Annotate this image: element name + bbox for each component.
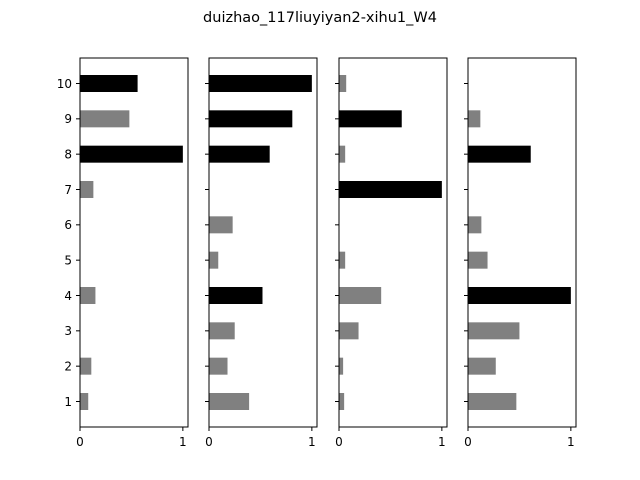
- bar: [209, 75, 312, 92]
- bar: [468, 145, 531, 163]
- bar: [339, 75, 347, 92]
- bar: [468, 357, 496, 375]
- bar: [209, 322, 235, 340]
- y-tick-label: 10: [57, 77, 72, 91]
- panel-frame: [338, 57, 448, 428]
- bar: [339, 110, 402, 128]
- bar: [468, 251, 488, 269]
- bar: [80, 181, 94, 198]
- bar: [468, 110, 481, 128]
- y-tick-label: 6: [64, 218, 72, 232]
- x-tick-label: 0: [464, 435, 472, 449]
- y-tick-label: 1: [64, 395, 72, 409]
- x-tick-label: 0: [205, 435, 213, 449]
- x-tick-label: 1: [179, 435, 187, 449]
- bar: [468, 287, 571, 304]
- bar: [339, 357, 344, 375]
- bar: [339, 322, 359, 340]
- chart-title: duizhao_117liuyiyan2-xihu1_W4: [203, 10, 437, 26]
- bar: [339, 287, 382, 304]
- bar: [80, 110, 130, 128]
- panel-frame: [208, 57, 318, 428]
- bar: [209, 216, 233, 234]
- bar: [339, 181, 442, 198]
- bar: [80, 393, 89, 410]
- bar: [339, 251, 346, 269]
- y-tick-label: 3: [64, 324, 72, 338]
- bar: [80, 145, 183, 163]
- panel-frame: [467, 57, 577, 428]
- y-tick-label: 5: [64, 253, 72, 267]
- bar: [209, 110, 293, 128]
- x-tick-label: 0: [335, 435, 343, 449]
- panel-frame: [79, 57, 189, 428]
- bar: [468, 393, 517, 410]
- bar: [209, 393, 250, 410]
- bar: [339, 145, 346, 163]
- bar: [209, 251, 219, 269]
- bar: [339, 393, 345, 410]
- bar: [209, 357, 228, 375]
- x-tick-label: 1: [438, 435, 446, 449]
- bar: [209, 287, 263, 304]
- y-tick-label: 8: [64, 147, 72, 161]
- y-tick-label: 9: [64, 112, 72, 126]
- panel-1: 1 2 3 4 5 6 7 8 9 10 0 1: [57, 57, 189, 449]
- bar: [468, 322, 520, 340]
- bar: [209, 145, 270, 163]
- y-tick-label: 7: [64, 183, 72, 197]
- x-tick-label: 0: [76, 435, 84, 449]
- bar: [80, 287, 96, 304]
- x-tick-label: 1: [567, 435, 575, 449]
- bar: [80, 357, 92, 375]
- bar: [80, 75, 138, 92]
- bar: [468, 216, 482, 234]
- x-tick-label: 1: [308, 435, 316, 449]
- y-tick-label: 4: [64, 289, 72, 303]
- y-tick-label: 2: [64, 359, 72, 373]
